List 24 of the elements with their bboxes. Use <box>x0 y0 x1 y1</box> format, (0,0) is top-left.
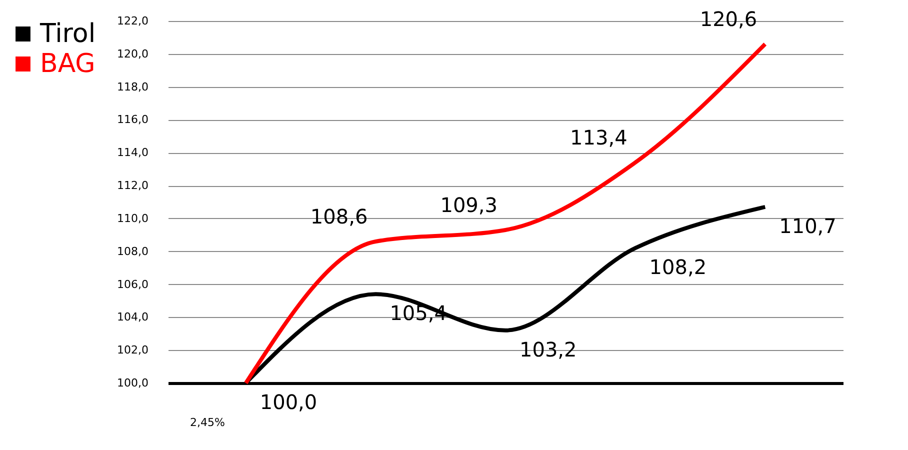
y-tick-label: 116,0 <box>117 113 148 126</box>
data-label: 120,6 <box>700 7 758 32</box>
y-tick-label: 106,0 <box>117 278 148 291</box>
data-label: 100,0 <box>260 390 318 414</box>
y-tick-label: 100,0 <box>117 376 148 390</box>
y-tick-label: 110,0 <box>117 212 148 225</box>
legend-label: Tirol <box>39 19 96 49</box>
legend-label: BAG <box>40 49 96 79</box>
y-tick-label: 120,0 <box>117 47 148 60</box>
y-tick-label: 104,0 <box>117 310 148 324</box>
data-label: 109,3 <box>440 192 498 217</box>
y-tick-label: 108,0 <box>117 244 148 258</box>
data-label: 108,2 <box>649 255 707 280</box>
y-tick-label: 112,0 <box>117 179 148 192</box>
y-tick-label: 114,0 <box>117 146 148 160</box>
y-tick-label: 122,0 <box>117 14 148 28</box>
data-label: 113,4 <box>570 126 628 150</box>
y-tick-label: 102,0 <box>117 344 148 357</box>
data-label: 103,2 <box>520 337 577 362</box>
line-series <box>244 42 768 385</box>
y-tick-label: 118,0 <box>117 80 148 94</box>
text: 2,45% <box>190 416 225 429</box>
data-label: 110,7 <box>779 214 836 238</box>
data-label: 108,6 <box>310 204 368 228</box>
